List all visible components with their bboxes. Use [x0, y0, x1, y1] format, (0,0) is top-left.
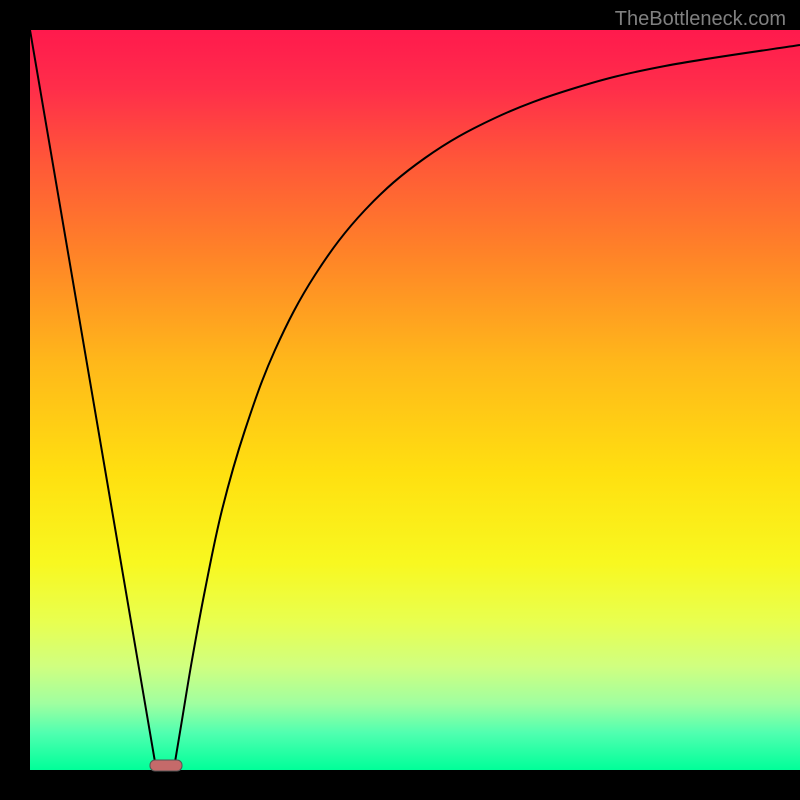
chart-svg: [0, 0, 800, 800]
watermark-text: TheBottleneck.com: [615, 8, 786, 31]
bottleneck-chart: TheBottleneck.com: [0, 0, 800, 800]
